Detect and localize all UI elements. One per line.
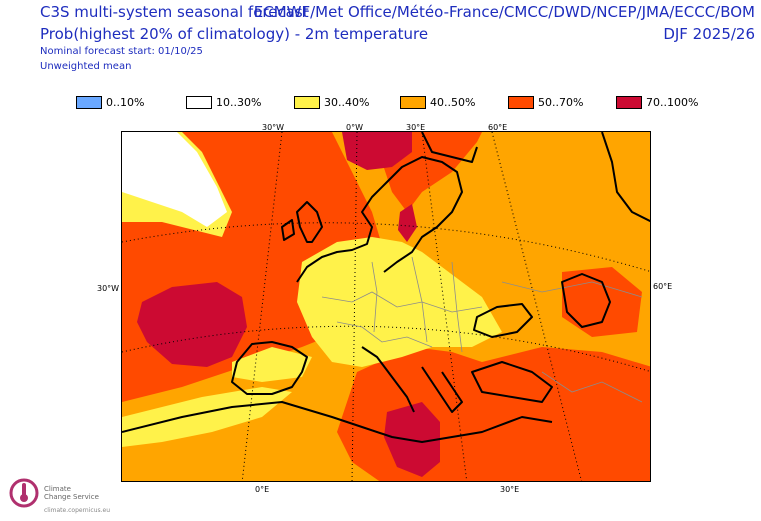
band-50-70-black-sea [562, 267, 642, 337]
lat-label-right: 60°E [653, 282, 673, 291]
band-10-30-greenland [122, 132, 227, 227]
logo-bulb [20, 494, 28, 502]
band-30-40-north-africa [122, 387, 292, 447]
coastline-caspian-sea [561, 273, 611, 328]
legend-label: 30..40% [324, 96, 370, 109]
weighting-text: Unweighted mean [40, 61, 132, 72]
legend-swatch [186, 96, 212, 109]
lat-label-left: 30°W [97, 284, 120, 293]
band-50-70-north [242, 132, 482, 212]
logo-graphic [9, 478, 39, 508]
map-title: C3S multi-system seasonal forecast [40, 3, 309, 21]
probability-map [121, 131, 651, 482]
coastlines [122, 132, 650, 443]
coastline-north-africa [122, 401, 553, 443]
coastline-novaya-zemlya [601, 132, 650, 223]
border-line [321, 291, 483, 313]
legend-swatch [616, 96, 642, 109]
coastline-italy [361, 346, 415, 413]
band-70-100-arctic [342, 132, 412, 170]
border-line [501, 281, 643, 298]
footer-org-name: Climate Change Service [44, 485, 99, 501]
meridian-line [491, 132, 583, 481]
coastline-anatolia [471, 361, 553, 403]
country-borders [321, 256, 643, 403]
legend-label: 70..100% [646, 96, 699, 109]
border-line [541, 371, 643, 403]
band-70-100-baltic [398, 204, 417, 242]
meridian-line [241, 132, 283, 481]
parallel-line [122, 325, 650, 372]
season-label: DJF 2025/26 [663, 25, 755, 43]
forecast-start-text: Nominal forecast start: 01/10/25 [40, 46, 203, 57]
footer-org-line1: Climate [44, 485, 71, 493]
border-line [411, 256, 428, 343]
map-subtitle: Prob(highest 20% of climatology) - 2m te… [40, 25, 429, 43]
coastline-arctic [421, 132, 478, 163]
legend-swatch [76, 96, 102, 109]
probability-legend: 0..10% 10..30% 30..40% 40..50% 50..70% 7… [76, 95, 716, 111]
legend-label: 50..70% [538, 96, 584, 109]
legend-swatch [508, 96, 534, 109]
legend-label: 0..10% [106, 96, 145, 109]
border-line [371, 261, 378, 333]
coastline-great-britain [296, 201, 323, 243]
logo-thermometer [22, 483, 26, 497]
border-line [336, 321, 433, 348]
border-line [451, 261, 463, 353]
legend-label: 40..50% [430, 96, 476, 109]
footer-url: climate.copernicus.eu [44, 507, 111, 514]
logo-ring [9, 478, 39, 508]
lon-label-0w: 0°W [346, 123, 363, 132]
lon-label-30e: 30°E [406, 123, 426, 132]
map-canvas [122, 132, 650, 481]
coastline-balkans [421, 366, 463, 413]
contributing-centres: ECMWF/Met Office/Météo-France/CMCC/DWD/N… [253, 3, 755, 21]
band-30-40-iberia [232, 347, 312, 382]
coastline-ireland [281, 219, 295, 241]
lon-label-bottom-30e: 30°E [500, 485, 520, 494]
band-30-40-central-europe [297, 237, 502, 367]
coastline-black-sea [473, 303, 533, 338]
coastline-iberia [231, 341, 308, 395]
lon-label-30w: 30°W [262, 123, 285, 132]
lon-label-60e: 60°E [488, 123, 508, 132]
legend-swatch [400, 96, 426, 109]
coastline-scandinavia [296, 156, 463, 283]
footer-org-line2: Change Service [44, 493, 99, 501]
legend-label: 10..30% [216, 96, 262, 109]
band-70-100-atlantic [137, 282, 247, 367]
legend-swatch [294, 96, 320, 109]
copernicus-climate-logo-icon [6, 474, 42, 512]
meridian-line [421, 132, 468, 481]
lon-label-bottom-0e: 0°E [255, 485, 270, 494]
